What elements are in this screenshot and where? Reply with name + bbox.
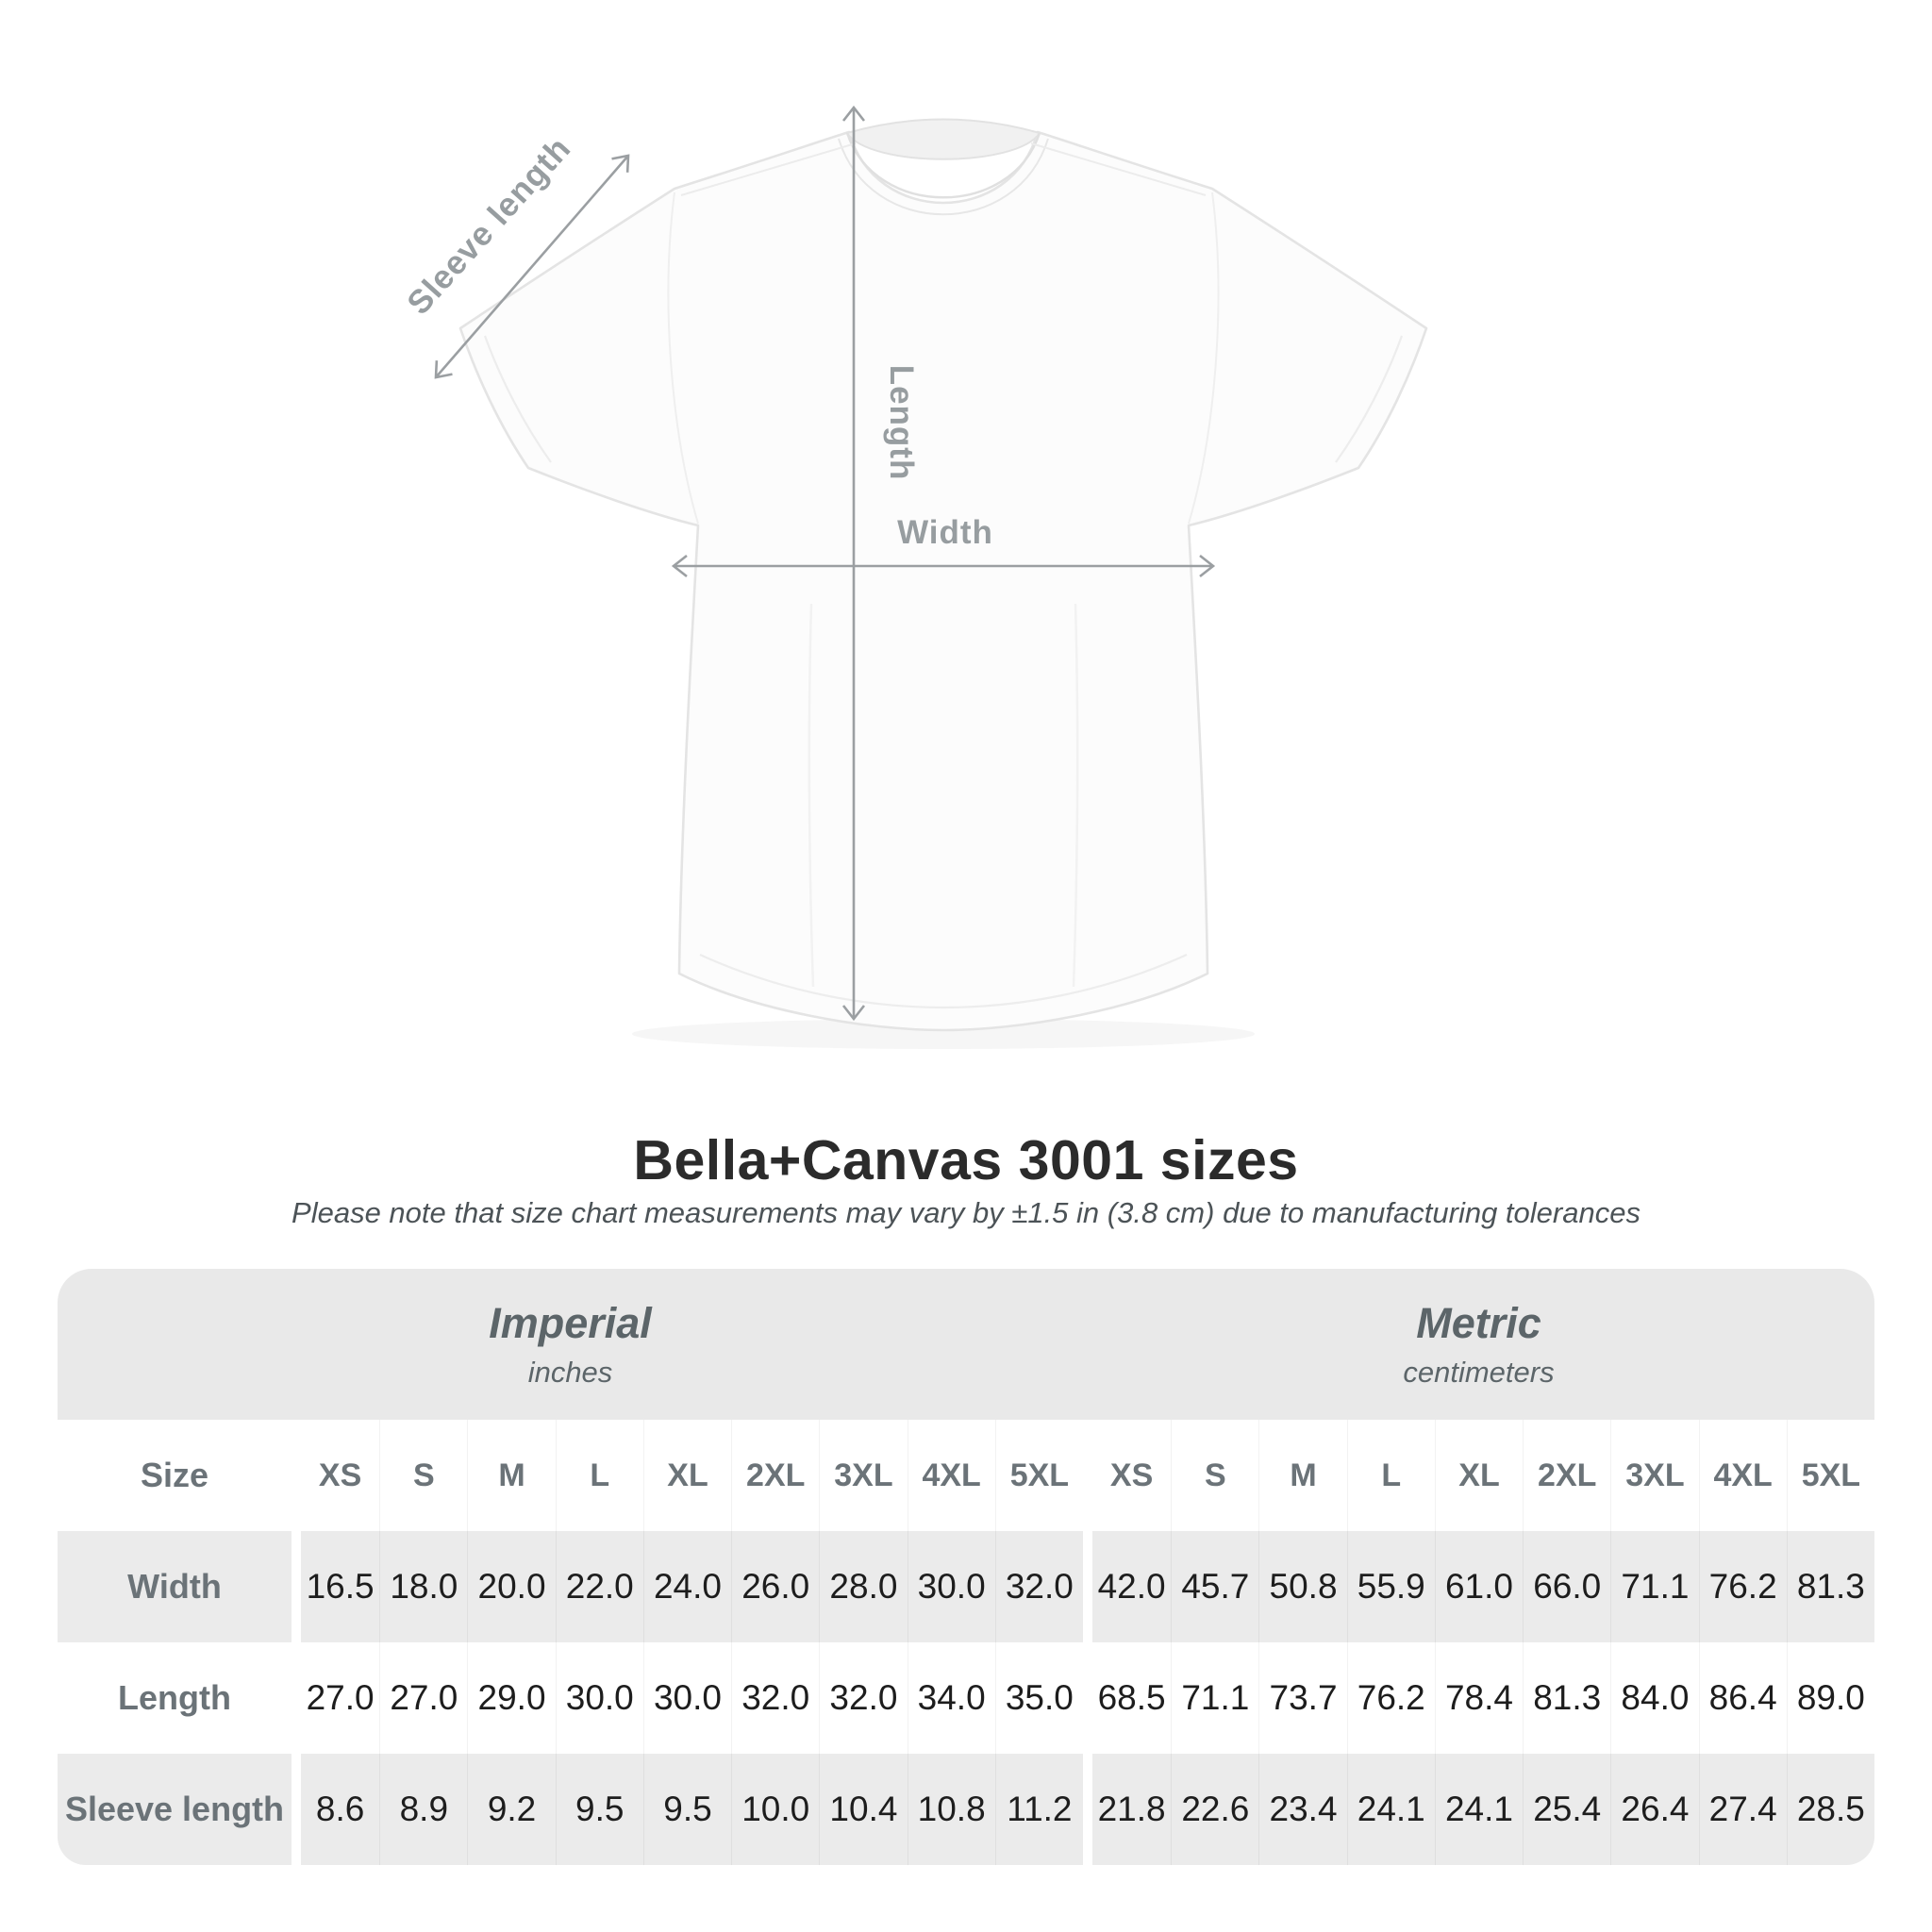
length-label: Length [883, 365, 920, 481]
tshirt-measurement-diagram: Sleeve length Length Width [400, 105, 1428, 1049]
data-cell: 81.3 [1786, 1531, 1874, 1642]
data-cell: 81.3 [1523, 1642, 1611, 1754]
data-cell: 28.5 [1786, 1754, 1874, 1865]
imperial-label: Imperial [489, 1299, 652, 1347]
size-header-cell: L [555, 1420, 643, 1531]
data-cell: 45.7 [1171, 1531, 1259, 1642]
size-header-cell: 4XL [907, 1420, 995, 1531]
size-header-cell: S [379, 1420, 468, 1531]
size-header-cell: XS [291, 1420, 380, 1531]
row-label: Width [58, 1531, 291, 1642]
data-cell: 9.5 [555, 1754, 643, 1865]
data-cell: 29.0 [467, 1642, 556, 1754]
size-header-cell: XL [642, 1420, 732, 1531]
size-header-cell: S [1171, 1420, 1259, 1531]
data-cell: 32.0 [994, 1531, 1083, 1642]
size-table-grid: Size XS S M L XL 2XL 3XL 4XL 5XL XS S M L XL 2XL 3XL 4XL 5… [58, 1420, 1874, 1865]
data-cell: 24.1 [1346, 1754, 1435, 1865]
data-cell: 27.0 [291, 1642, 380, 1754]
page-title: Bella+Canvas 3001 sizes [633, 1129, 1299, 1191]
data-cell: 89.0 [1786, 1642, 1874, 1754]
data-cell: 9.5 [642, 1754, 732, 1865]
width-label: Width [897, 514, 993, 551]
size-chart-table: Imperial inches Metric centimeters Size X… [58, 1269, 1874, 1865]
imperial-group-header: Imperial inches [58, 1269, 1083, 1420]
metric-unit-label: centimeters [1403, 1356, 1555, 1389]
data-cell: 11.2 [994, 1754, 1083, 1865]
data-cell: 71.1 [1171, 1642, 1259, 1754]
size-header-cell: M [1258, 1420, 1347, 1531]
data-cell: 76.2 [1698, 1531, 1787, 1642]
data-cell: 68.5 [1082, 1642, 1172, 1754]
imperial-unit-label: inches [527, 1356, 613, 1389]
data-cell: 25.4 [1523, 1754, 1611, 1865]
size-corner-header: Size [58, 1420, 291, 1531]
data-cell: 8.9 [379, 1754, 468, 1865]
metric-group-header: Metric centimeters [1083, 1269, 1874, 1420]
data-cell: 35.0 [994, 1642, 1083, 1754]
unit-group-header-band: Imperial inches Metric centimeters [58, 1269, 1874, 1420]
row-label: Sleeve length [58, 1754, 291, 1865]
data-cell: 27.4 [1698, 1754, 1787, 1865]
data-cell: 30.0 [907, 1531, 995, 1642]
data-cell: 22.0 [555, 1531, 643, 1642]
size-header-cell: 2XL [731, 1420, 820, 1531]
data-cell: 24.1 [1434, 1754, 1524, 1865]
data-cell: 21.8 [1082, 1754, 1172, 1865]
size-header-cell: XS [1082, 1420, 1172, 1531]
data-cell: 86.4 [1698, 1642, 1787, 1754]
data-cell: 61.0 [1434, 1531, 1524, 1642]
data-cell: 34.0 [907, 1642, 995, 1754]
size-header-cell: M [467, 1420, 556, 1531]
data-cell: 9.2 [467, 1754, 556, 1865]
sleeve-length-dimension-arrow [434, 154, 630, 379]
tolerance-note: Please note that size chart measurements… [291, 1196, 1641, 1229]
data-cell: 10.4 [819, 1754, 908, 1865]
data-cell: 32.0 [731, 1642, 820, 1754]
data-cell: 42.0 [1082, 1531, 1172, 1642]
data-cell: 78.4 [1434, 1642, 1524, 1754]
data-cell: 10.0 [731, 1754, 820, 1865]
size-header-cell: 4XL [1698, 1420, 1787, 1531]
data-cell: 24.0 [642, 1531, 732, 1642]
data-cell: 23.4 [1258, 1754, 1347, 1865]
data-cell: 50.8 [1258, 1531, 1347, 1642]
data-cell: 84.0 [1610, 1642, 1699, 1754]
shirt-shadow [632, 1019, 1255, 1049]
data-cell: 26.0 [731, 1531, 820, 1642]
data-cell: 55.9 [1346, 1531, 1435, 1642]
data-cell: 66.0 [1523, 1531, 1611, 1642]
data-cell: 22.6 [1171, 1754, 1259, 1865]
data-cell: 73.7 [1258, 1642, 1347, 1754]
size-header-cell: 2XL [1523, 1420, 1611, 1531]
metric-label: Metric [1416, 1299, 1541, 1347]
data-cell: 16.5 [291, 1531, 380, 1642]
data-cell: 20.0 [467, 1531, 556, 1642]
data-cell: 76.2 [1346, 1642, 1435, 1754]
data-cell: 27.0 [379, 1642, 468, 1754]
size-header-cell: 3XL [819, 1420, 908, 1531]
data-cell: 71.1 [1610, 1531, 1699, 1642]
data-cell: 26.4 [1610, 1754, 1699, 1865]
data-cell: 28.0 [819, 1531, 908, 1642]
tshirt-illustration [458, 118, 1428, 1032]
data-cell: 10.8 [907, 1754, 995, 1865]
size-header-cell: 3XL [1610, 1420, 1699, 1531]
size-header-cell: XL [1434, 1420, 1524, 1531]
data-cell: 30.0 [555, 1642, 643, 1754]
data-cell: 32.0 [819, 1642, 908, 1754]
data-cell: 18.0 [379, 1531, 468, 1642]
size-header-cell: 5XL [1786, 1420, 1874, 1531]
size-header-cell: L [1346, 1420, 1435, 1531]
row-label: Length [58, 1642, 291, 1754]
size-header-cell: 5XL [994, 1420, 1083, 1531]
data-cell: 30.0 [642, 1642, 732, 1754]
data-cell: 8.6 [291, 1754, 380, 1865]
